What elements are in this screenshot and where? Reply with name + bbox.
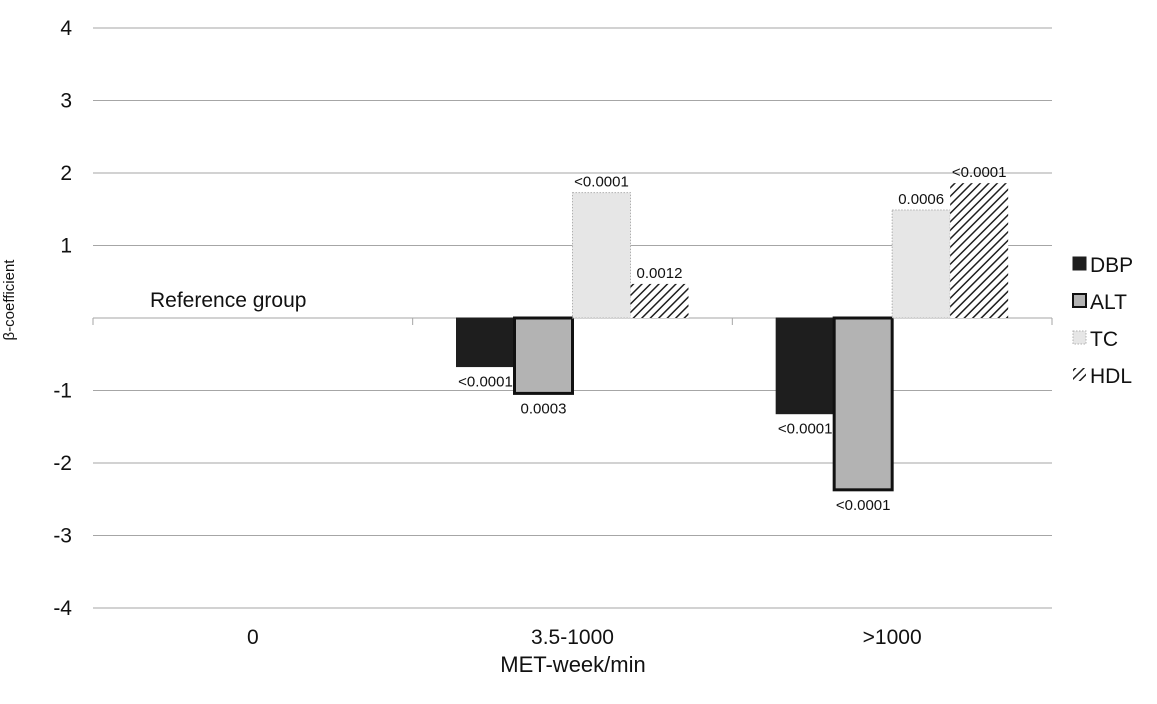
bar-hdl — [950, 183, 1009, 318]
legend-label-hdl: HDL — [1090, 365, 1132, 388]
y-axis-ticks: 4 3 2 1 -1 -2 -3 -4 — [53, 17, 72, 620]
category-label: 0 — [247, 626, 259, 649]
category-labels: 0 3.5-1000 >1000 — [247, 626, 922, 649]
p-value-label: 0.0012 — [637, 265, 683, 282]
y-axis-title: β-coefficient — [1, 259, 18, 341]
y-tick-label: 3 — [60, 90, 72, 113]
bar-alt — [832, 316, 894, 492]
y-tick-label: 2 — [60, 162, 72, 185]
y-tick-label: -3 — [53, 525, 72, 548]
bar-hdl — [630, 283, 689, 318]
legend-swatch-dbp — [1072, 256, 1087, 271]
bar-dbp — [775, 317, 835, 415]
category-label: 3.5-1000 — [531, 626, 614, 649]
legend-label-alt: ALT — [1090, 291, 1127, 314]
annotation-reference-group: Reference group — [150, 289, 306, 312]
y-tick-label: 4 — [60, 17, 72, 40]
legend: DBP ALT TC HDL — [1072, 254, 1133, 388]
legend-swatch-tc — [1072, 330, 1087, 345]
legend-label-dbp: DBP — [1090, 254, 1133, 277]
x-axis-title: MET-week/min — [500, 652, 645, 677]
y-tick-label: -1 — [53, 380, 72, 403]
p-value-label: <0.0001 — [952, 164, 1007, 181]
bar-dbp — [456, 317, 515, 368]
y-tick-label: -4 — [53, 597, 72, 620]
bars — [456, 183, 1009, 492]
legend-swatch-hdl — [1073, 368, 1086, 381]
bar-tc — [891, 209, 951, 319]
p-value-label: <0.0001 — [458, 374, 513, 391]
legend-swatch-alt — [1072, 293, 1087, 308]
p-value-label: 0.0006 — [898, 191, 944, 208]
bar-alt — [513, 316, 574, 395]
category-label: >1000 — [863, 626, 922, 649]
p-value-label: <0.0001 — [836, 497, 891, 514]
y-tick-label: -2 — [53, 452, 72, 475]
legend-label-tc: TC — [1090, 328, 1118, 351]
bar-tc — [572, 192, 631, 319]
p-value-label: <0.0001 — [574, 174, 629, 191]
y-tick-label: 1 — [60, 235, 72, 258]
p-value-label: 0.0003 — [521, 400, 567, 417]
p-value-label: <0.0001 — [778, 421, 833, 438]
p-value-labels: <0.0001 0.0003 <0.0001 0.0012 <0.0001 <0.0001… — [458, 164, 1006, 514]
